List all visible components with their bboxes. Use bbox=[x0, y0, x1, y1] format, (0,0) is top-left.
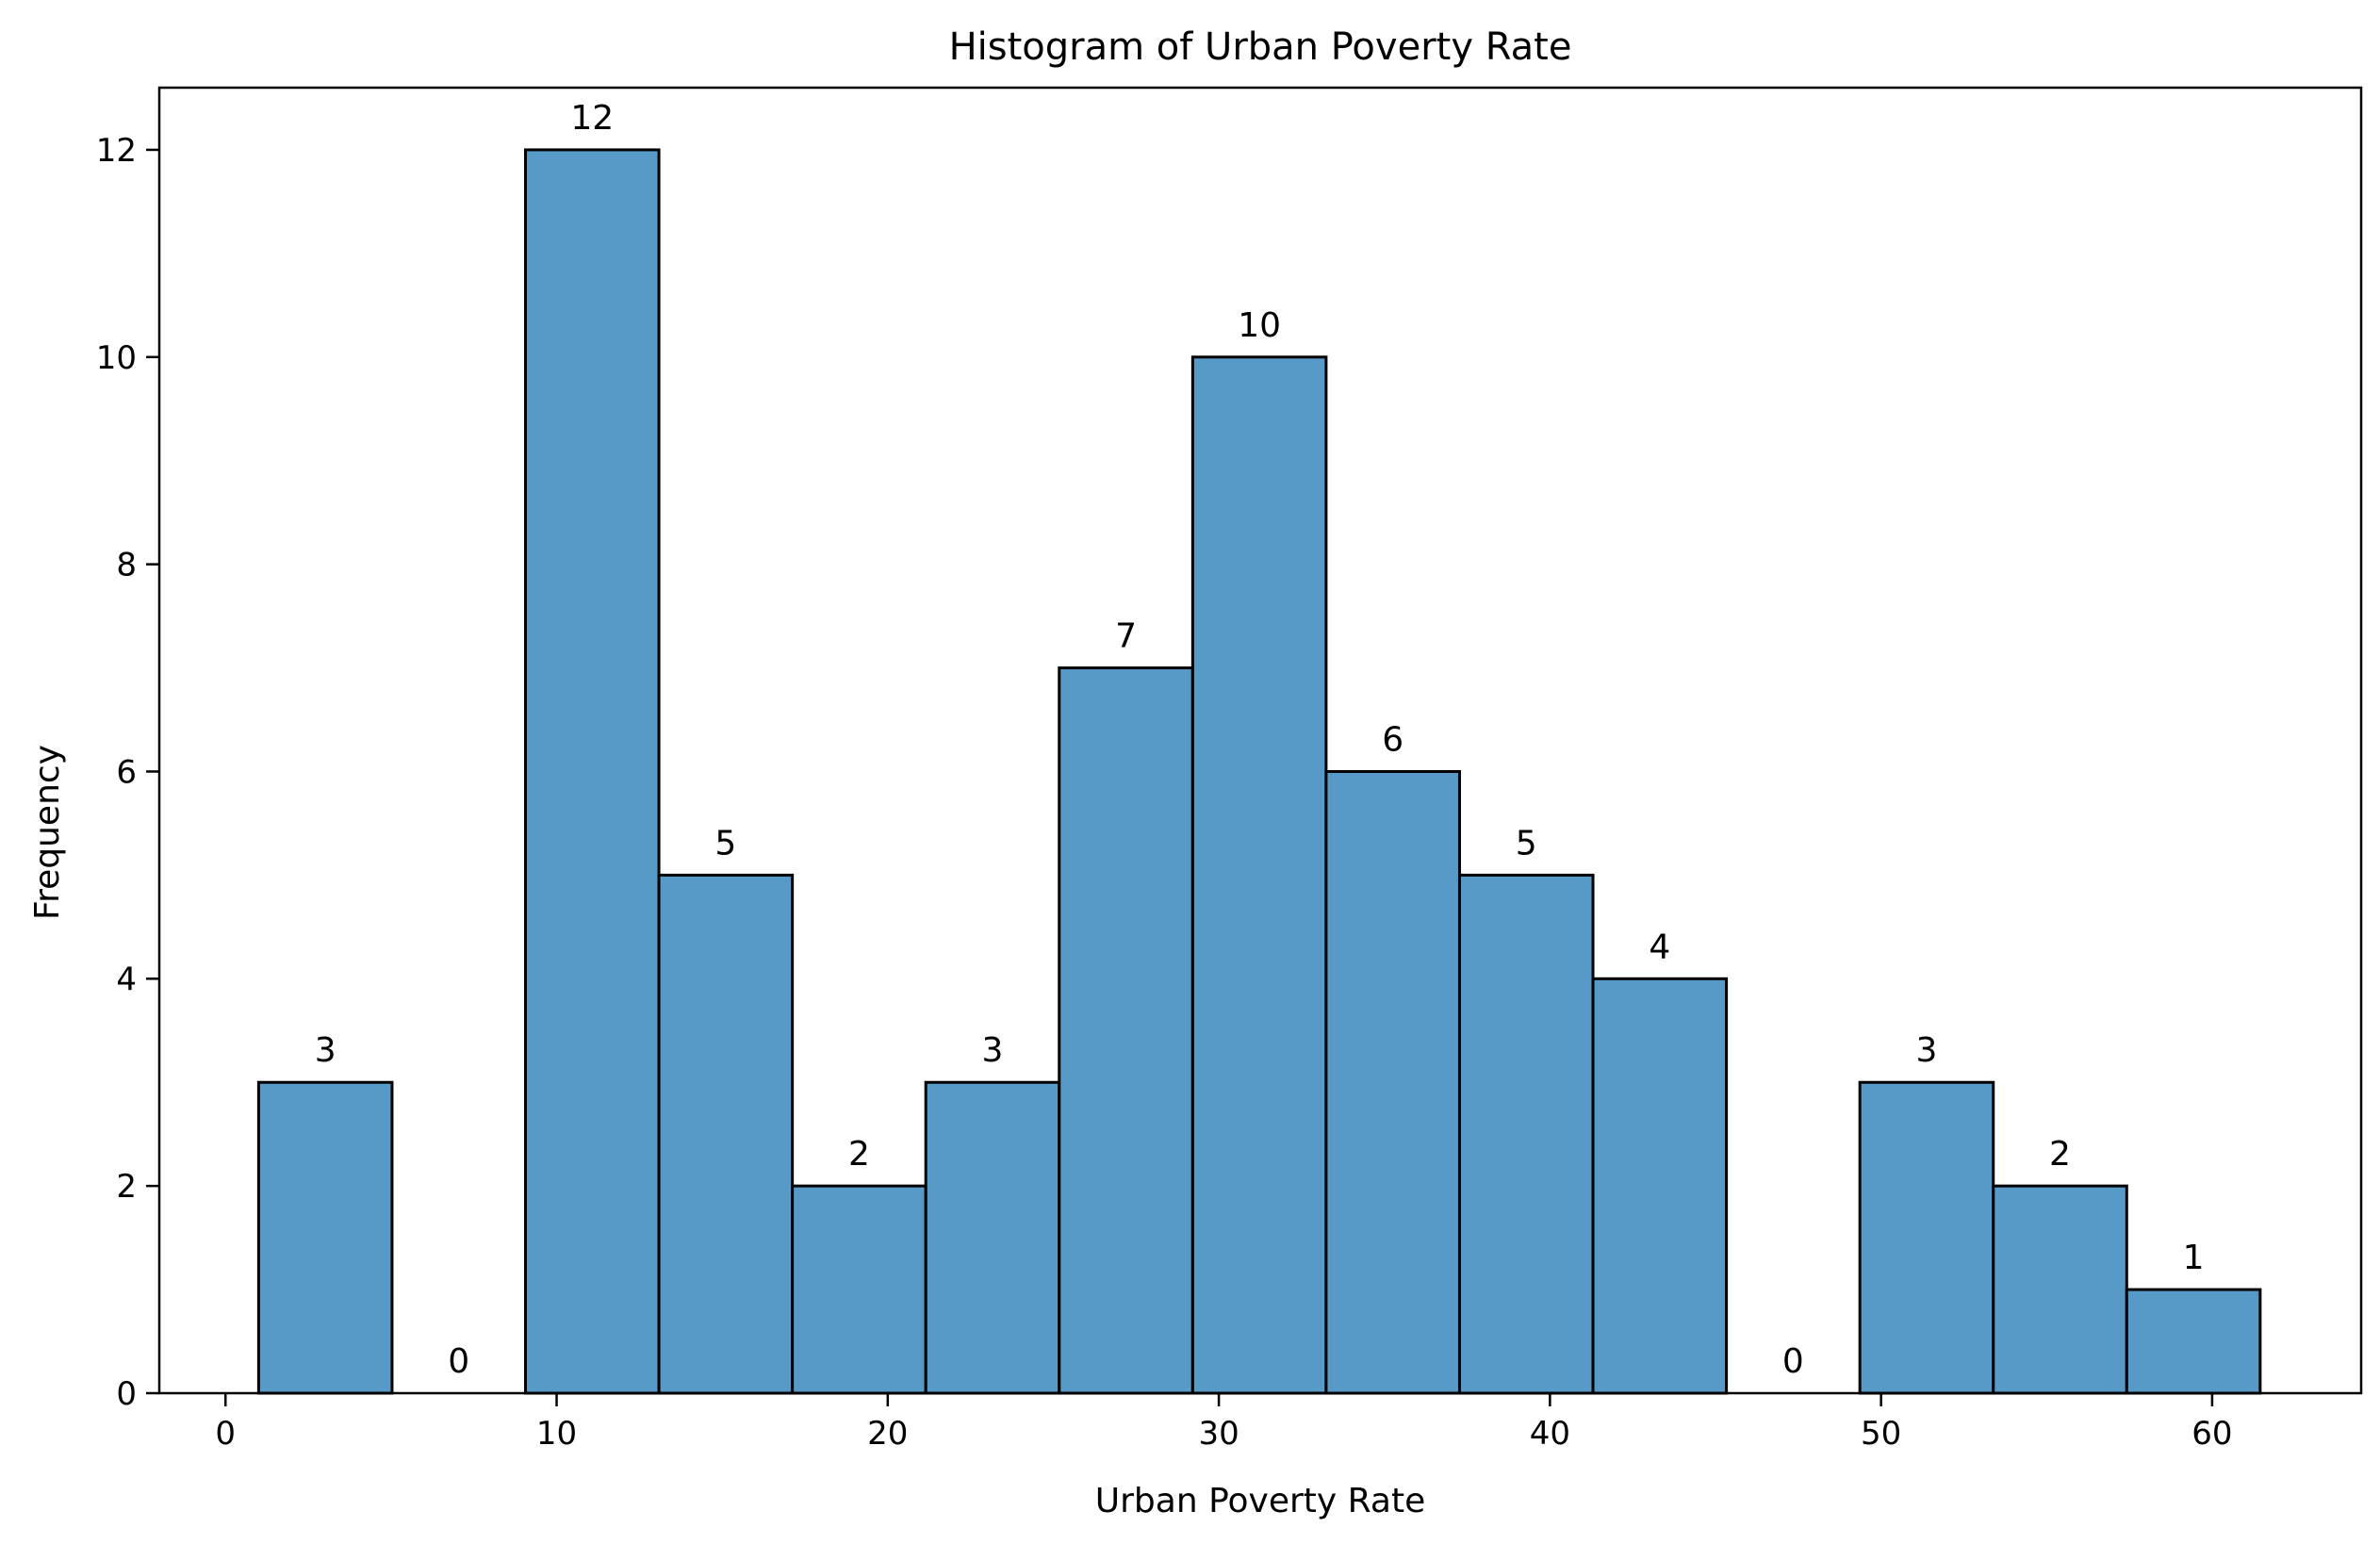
histogram-bar bbox=[791, 1184, 927, 1395]
chart-title: Histogram of Urban Poverty Rate bbox=[949, 25, 1572, 69]
bar-value-label: 0 bbox=[448, 1342, 469, 1381]
bar-value-label: 3 bbox=[315, 1031, 336, 1070]
bar-value-label: 4 bbox=[1649, 928, 1670, 966]
histogram-bar bbox=[2125, 1288, 2262, 1395]
bar-value-label: 2 bbox=[2049, 1135, 2071, 1174]
y-tick-label: 6 bbox=[116, 753, 137, 791]
histogram-bar bbox=[1058, 666, 1194, 1395]
x-axis-label: Urban Poverty Rate bbox=[1095, 1482, 1425, 1520]
y-tick-label: 2 bbox=[116, 1168, 137, 1206]
bar-value-label: 0 bbox=[1782, 1342, 1804, 1381]
bar-value-label: 10 bbox=[1238, 306, 1281, 345]
y-axis-label: Frequency bbox=[28, 745, 67, 920]
histogram-bar bbox=[1992, 1184, 2128, 1395]
histogram-bar bbox=[1591, 977, 1729, 1395]
bar-value-label: 3 bbox=[1915, 1031, 1937, 1070]
bar-value-label: 12 bbox=[570, 99, 614, 138]
plot-frame bbox=[157, 86, 2363, 1395]
x-tick-label: 40 bbox=[1530, 1415, 1570, 1453]
bar-value-label: 5 bbox=[714, 824, 736, 862]
y-tick-label: 8 bbox=[116, 547, 137, 584]
histogram-bar bbox=[657, 873, 795, 1395]
bar-value-label: 5 bbox=[1516, 824, 1537, 862]
y-tick-label: 10 bbox=[96, 339, 137, 377]
histogram-bar bbox=[1190, 355, 1328, 1395]
y-tick-label: 4 bbox=[116, 961, 137, 998]
bar-value-label: 3 bbox=[982, 1031, 1004, 1070]
x-tick-label: 60 bbox=[2191, 1415, 2232, 1453]
x-tick-label: 10 bbox=[536, 1415, 577, 1453]
histogram-bar bbox=[1324, 769, 1461, 1395]
bar-value-label: 6 bbox=[1382, 720, 1403, 759]
bar-value-label: 7 bbox=[1115, 617, 1137, 656]
histogram-bar bbox=[524, 148, 661, 1395]
histogram-bar bbox=[256, 1080, 394, 1395]
bar-value-label: 2 bbox=[848, 1135, 870, 1174]
histogram-bar bbox=[924, 1080, 1061, 1395]
y-tick-label: 0 bbox=[116, 1375, 137, 1413]
x-tick-label: 0 bbox=[215, 1415, 236, 1453]
y-tick-label: 12 bbox=[96, 132, 137, 170]
histogram-bar bbox=[1457, 873, 1595, 1395]
histogram-bar bbox=[1858, 1080, 1995, 1395]
bar-value-label: 1 bbox=[2183, 1239, 2205, 1277]
x-tick-label: 30 bbox=[1198, 1415, 1239, 1453]
x-tick-label: 20 bbox=[867, 1415, 908, 1453]
x-tick-label: 50 bbox=[1861, 1415, 1901, 1453]
